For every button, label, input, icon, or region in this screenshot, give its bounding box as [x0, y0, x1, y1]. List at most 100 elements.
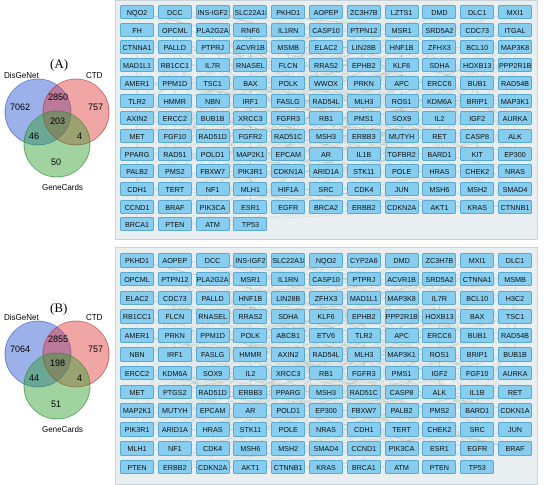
gene-node[interactable]: IL2	[422, 111, 457, 126]
gene-node[interactable]: AXIN2	[271, 347, 306, 362]
gene-node[interactable]: MXI1	[498, 5, 532, 19]
gene-node[interactable]: DCC	[195, 253, 230, 268]
gene-node[interactable]: POLK	[271, 75, 306, 90]
gene-node[interactable]: XRCC3	[271, 365, 306, 381]
gene-node[interactable]: POLE	[384, 164, 419, 179]
gene-node[interactable]: PRKN	[346, 75, 381, 90]
gene-node[interactable]: OPCML	[157, 22, 192, 37]
gene-node[interactable]: ERBB2	[346, 199, 381, 214]
gene-node[interactable]: ACVR1B	[233, 40, 268, 55]
gene-node[interactable]: BAX	[460, 309, 495, 324]
gene-node[interactable]: SRD5A2	[422, 271, 457, 287]
gene-node[interactable]: PTEN	[120, 459, 154, 475]
gene-node[interactable]: ERBB3	[233, 384, 268, 400]
gene-node[interactable]: CTNNA1	[120, 40, 154, 55]
gene-node[interactable]: MAP3K8	[384, 290, 419, 306]
gene-node[interactable]: SMAD4	[309, 441, 343, 456]
gene-node[interactable]: AOPEP	[157, 253, 192, 268]
gene-node[interactable]: MSH2	[460, 182, 495, 196]
gene-node[interactable]: LIN28B	[271, 290, 306, 306]
gene-node[interactable]: PTPRJ	[195, 40, 230, 55]
gene-node[interactable]: ARID1A	[157, 422, 192, 437]
gene-node[interactable]: RB1	[309, 365, 343, 381]
gene-node[interactable]: KRAS	[460, 199, 495, 214]
gene-node[interactable]: RB1CC1	[120, 309, 154, 324]
gene-node[interactable]: PPM1D	[157, 75, 192, 90]
gene-node[interactable]: MAD1L1	[120, 58, 154, 73]
gene-node[interactable]: HRAS	[195, 422, 230, 437]
gene-node[interactable]: CDK4	[346, 182, 381, 196]
gene-node[interactable]: ATM	[195, 217, 230, 232]
gene-node[interactable]: ERCC2	[157, 111, 192, 126]
gene-node[interactable]: CDKN2A	[384, 199, 419, 214]
gene-node[interactable]: PPP2R1B	[498, 58, 532, 73]
gene-node[interactable]: FGF10	[157, 128, 192, 143]
gene-node[interactable]: BAX	[233, 75, 268, 90]
gene-node[interactable]: CASP8	[384, 384, 419, 400]
gene-node[interactable]: ESR1	[422, 441, 457, 456]
gene-node[interactable]: STK11	[346, 164, 381, 179]
gene-node[interactable]: KLF6	[384, 58, 419, 73]
gene-node[interactable]: MXI1	[460, 253, 495, 268]
gene-node[interactable]: ROS1	[384, 93, 419, 108]
gene-node[interactable]: RB1CC1	[157, 58, 192, 73]
gene-node[interactable]: EPHB2	[346, 58, 381, 73]
gene-node[interactable]: FGFR2	[233, 128, 268, 143]
gene-node[interactable]: ALK	[498, 128, 532, 143]
gene-node[interactable]: CTNNB1	[498, 199, 532, 214]
gene-node[interactable]: ZFHX3	[309, 290, 343, 306]
gene-node[interactable]: IGF2	[460, 111, 495, 126]
gene-node[interactable]: CDKN1A	[498, 403, 532, 418]
gene-node[interactable]: TP53	[460, 459, 495, 475]
gene-node[interactable]: RRAS2	[233, 309, 268, 324]
gene-node[interactable]: FBXW7	[195, 164, 230, 179]
gene-node[interactable]: EP300	[498, 146, 532, 161]
gene-node[interactable]: STK11	[233, 422, 268, 437]
gene-node[interactable]: LZTS1	[384, 5, 419, 19]
gene-node[interactable]: ATM	[384, 459, 419, 475]
gene-node[interactable]: BRAF	[498, 441, 532, 456]
gene-node[interactable]: TLR2	[120, 93, 154, 108]
gene-node[interactable]: MSH3	[309, 128, 343, 143]
gene-node[interactable]: IL7R	[195, 58, 230, 73]
gene-node[interactable]: EP300	[309, 403, 343, 418]
gene-node[interactable]: POLK	[233, 328, 268, 343]
gene-node[interactable]: DMD	[422, 5, 457, 19]
gene-node[interactable]: NBN	[120, 347, 154, 362]
gene-node[interactable]: TLR2	[346, 328, 381, 343]
gene-node[interactable]: EGFR	[271, 199, 306, 214]
gene-node[interactable]: JUN	[384, 182, 419, 196]
gene-node[interactable]: TSC1	[195, 75, 230, 90]
gene-node[interactable]: ACVR1B	[384, 271, 419, 287]
gene-node[interactable]: TERT	[384, 422, 419, 437]
gene-node[interactable]: KIT	[460, 146, 495, 161]
gene-node[interactable]: RET	[498, 384, 532, 400]
gene-node[interactable]: TERT	[157, 182, 192, 196]
gene-node[interactable]: PMS2	[422, 403, 457, 418]
gene-node[interactable]: BRIP1	[460, 347, 495, 362]
gene-node[interactable]: XRCC3	[233, 111, 268, 126]
gene-node[interactable]: HNF1B	[384, 40, 419, 55]
gene-node[interactable]: CDKN2A	[195, 459, 230, 475]
gene-node[interactable]: OPCML	[120, 271, 154, 287]
gene-node[interactable]: AKT1	[233, 459, 268, 475]
gene-node[interactable]: PTPN12	[346, 22, 381, 37]
gene-node[interactable]: FASLG	[271, 93, 306, 108]
gene-node[interactable]: PTPRJ	[346, 271, 381, 287]
gene-node[interactable]: MUTYH	[157, 403, 192, 418]
gene-node[interactable]: MSH6	[233, 441, 268, 456]
gene-node[interactable]: RAD51C	[346, 384, 381, 400]
gene-node[interactable]: CASP10	[309, 22, 343, 37]
gene-node[interactable]: ERCC6	[422, 75, 457, 90]
gene-node[interactable]: PKHD1	[271, 5, 306, 19]
gene-node[interactable]: RAD54L	[309, 347, 343, 362]
gene-node[interactable]: CDC73	[157, 290, 192, 306]
gene-node[interactable]: PTPN12	[157, 271, 192, 287]
gene-node[interactable]: AR	[309, 146, 343, 161]
gene-node[interactable]: PLA2G2A	[195, 271, 230, 287]
gene-node[interactable]: FGFR3	[346, 365, 381, 381]
gene-node[interactable]: TGFBR2	[384, 146, 419, 161]
gene-node[interactable]: CCND1	[346, 441, 381, 456]
gene-node[interactable]: MAP3K8	[498, 40, 532, 55]
gene-node[interactable]: NBN	[195, 93, 230, 108]
